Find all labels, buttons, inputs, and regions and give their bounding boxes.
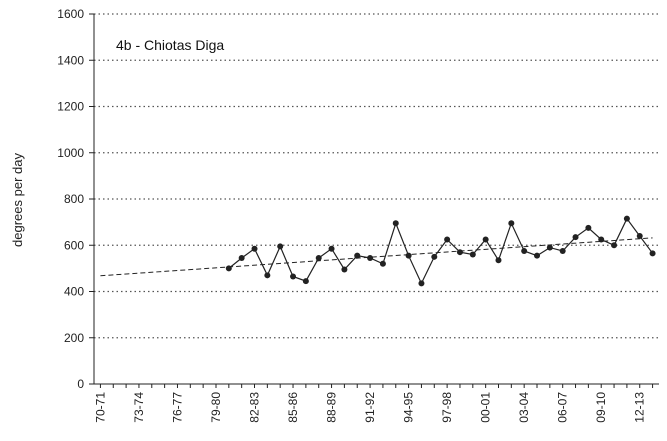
trend-line: [100, 237, 653, 277]
data-point: [456, 249, 463, 256]
series-line: [228, 217, 654, 285]
data-point: [636, 233, 643, 239]
data-point: [251, 245, 258, 252]
data-point: [225, 265, 232, 272]
chart-title: 4b - Chiotas Diga: [116, 37, 224, 53]
axes: [93, 14, 659, 385]
x-tick-label: 00-01: [479, 392, 493, 423]
trend-layer: [100, 237, 653, 277]
data-point: [341, 266, 348, 273]
data-point: [277, 243, 284, 250]
data-point: [546, 244, 553, 251]
data-point: [572, 234, 579, 241]
data-point: [508, 220, 515, 227]
x-tick-label: 88-89: [325, 392, 339, 423]
data-point: [418, 280, 425, 287]
x-tick-label: 91-92: [363, 392, 377, 423]
y-tick-label: 1400: [57, 53, 84, 67]
y-tick-label: 0: [77, 377, 84, 391]
y-tick-label: 800: [64, 192, 84, 206]
y-tick-labels: 0 200 400 600 800 1000 1200 1400 1600: [57, 7, 84, 391]
y-tick-label: 1200: [57, 100, 84, 114]
data-point: [431, 253, 438, 260]
x-tick-label: 09-10: [594, 392, 608, 423]
data-point: [367, 254, 374, 261]
x-tick-label: 85-86: [286, 392, 300, 423]
series-layer: [225, 215, 656, 287]
data-point: [405, 252, 412, 259]
y-tick-label: 600: [64, 238, 84, 252]
data-point: [649, 250, 656, 257]
data-point: [328, 245, 335, 252]
data-point: [611, 242, 618, 249]
x-tick-label: 06-07: [556, 392, 570, 423]
data-point: [238, 254, 245, 261]
y-axis-title: degrees per day: [10, 153, 25, 247]
x-tick-label: 79-80: [209, 392, 223, 423]
data-point: [521, 248, 528, 255]
x-tick-label: 73-74: [132, 392, 146, 423]
data-point: [290, 273, 297, 280]
data-point: [585, 224, 592, 231]
data-point: [534, 252, 541, 259]
x-tick-label: 76-77: [170, 392, 184, 423]
y-tick-label: 1600: [57, 7, 84, 21]
data-point: [598, 236, 605, 243]
data-point: [495, 257, 502, 264]
data-point: [559, 248, 566, 255]
x-tick-label: 03-04: [517, 392, 531, 423]
data-point: [354, 252, 361, 259]
x-tick-label: 97-98: [440, 392, 454, 423]
data-point: [264, 272, 271, 279]
y-tick-label: 1000: [57, 146, 84, 160]
data-point: [482, 236, 489, 243]
data-point: [469, 251, 476, 258]
x-tick-label: 12-13: [633, 392, 647, 423]
x-tick-label: 70-71: [93, 392, 107, 423]
data-point: [444, 236, 451, 243]
data-point: [392, 220, 399, 227]
data-point: [315, 254, 322, 261]
y-tick-label: 200: [64, 331, 84, 345]
data-point: [302, 278, 309, 285]
data-point: [379, 260, 386, 267]
y-tick-label: 400: [64, 285, 84, 299]
x-tick-label: 82-83: [248, 392, 262, 423]
x-tick-label: 94-95: [402, 392, 416, 423]
data-point: [623, 215, 630, 222]
x-tick-labels: 70-71 73-74 76-77 79-80 82-83 85-86 88-89 91-92…: [93, 384, 654, 423]
gridlines: [89, 13, 659, 385]
